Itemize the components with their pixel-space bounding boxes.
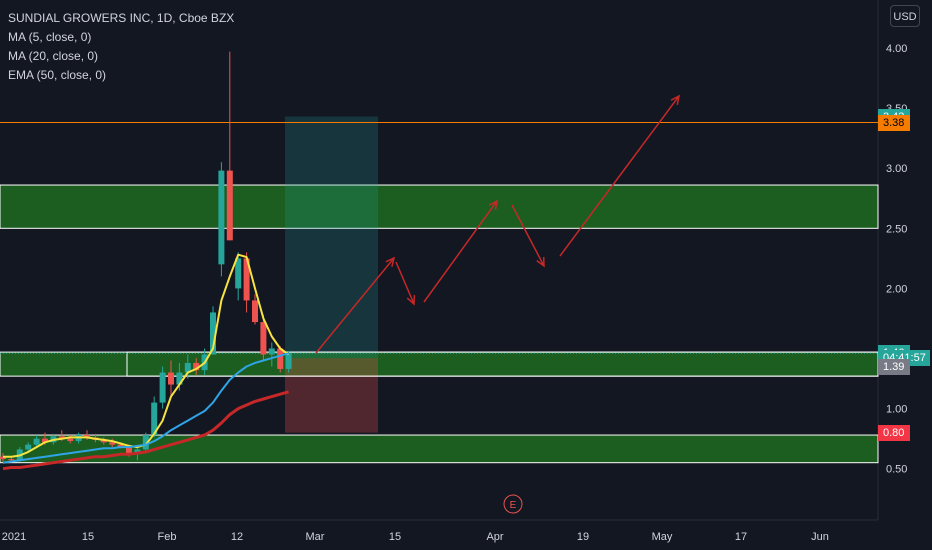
candle-body[interactable] [67, 438, 74, 442]
candle-body[interactable] [193, 362, 200, 371]
moving-average-line[interactable] [2, 352, 289, 464]
candle-body[interactable] [218, 170, 225, 265]
candle-body[interactable] [58, 436, 65, 439]
projection-arrow-head [385, 256, 396, 267]
projection-arrow-head [488, 199, 499, 210]
candle-body[interactable] [126, 447, 132, 455]
candle-body[interactable] [42, 438, 48, 443]
x-tick-label: 2021 [2, 531, 26, 543]
candle-body[interactable] [25, 444, 32, 450]
legend-ma5[interactable]: MA (5, close, 0) [8, 30, 92, 44]
y-tick-label: 0.50 [886, 464, 907, 476]
y-tick-label: 3.00 [886, 163, 907, 175]
legend-ema50[interactable]: EMA (50, close, 0) [8, 68, 107, 82]
candle-body[interactable] [243, 258, 250, 301]
projection-arrow[interactable] [423, 200, 498, 303]
projection-arrow[interactable] [315, 257, 395, 354]
x-tick-label: Jun [811, 531, 829, 543]
x-tick-label: 15 [389, 531, 401, 543]
candle-body[interactable] [84, 435, 90, 438]
support-resistance-zone[interactable] [0, 184, 879, 229]
y-tick-label: 1.00 [886, 404, 907, 416]
y-tick-label: 2.50 [886, 223, 907, 235]
price-axis-tag: 0.80 [878, 424, 910, 441]
x-tick-label: May [652, 531, 673, 543]
candle-body[interactable] [151, 402, 158, 436]
candle-body[interactable] [33, 438, 40, 445]
chart-legend: SUNDIAL GROWERS INC, 1D, Cboe BZX MA (5,… [8, 9, 234, 85]
y-tick-label: 4.00 [886, 43, 907, 55]
earnings-marker-label: E [510, 500, 517, 511]
candle-body[interactable] [168, 372, 174, 385]
projection-arrow[interactable] [395, 261, 415, 305]
legend-ma20[interactable]: MA (20, close, 0) [8, 49, 99, 63]
candle-body[interactable] [260, 322, 267, 355]
moving-average-line[interactable] [2, 390, 290, 471]
candle-body[interactable] [117, 444, 124, 448]
candle-body[interactable] [159, 372, 166, 403]
candle-body[interactable] [285, 353, 292, 369]
x-tick-label: Feb [158, 531, 177, 543]
candle-body[interactable] [100, 439, 107, 443]
earnings-marker[interactable] [503, 494, 523, 514]
x-tick-label: Mar [306, 531, 325, 543]
position-profit-area[interactable] [285, 116, 378, 359]
candle-body[interactable] [226, 170, 233, 241]
projection-arrow[interactable] [511, 204, 545, 267]
x-tick-label: Apr [486, 531, 503, 543]
currency-button[interactable]: USD [890, 5, 920, 27]
candle-body[interactable] [252, 300, 258, 323]
x-tick-label: 19 [577, 531, 589, 543]
price-axis-tag: 3.38 [878, 114, 910, 131]
position-loss-area[interactable] [285, 358, 378, 433]
price-axis-tag: 1.39 [878, 358, 910, 375]
candle-body[interactable] [8, 459, 15, 461]
candle-body[interactable] [0, 456, 6, 460]
candle-body[interactable] [277, 348, 284, 369]
projection-arrow-head [406, 294, 416, 306]
candle-body[interactable] [235, 258, 242, 289]
projection-arrow-head [670, 94, 681, 105]
x-tick-label: 17 [735, 531, 747, 543]
support-resistance-zone[interactable] [0, 351, 879, 377]
y-tick-label: 2.00 [886, 283, 907, 295]
candle-body[interactable] [142, 435, 149, 450]
candle-body[interactable] [176, 372, 183, 385]
x-tick-label: 15 [82, 531, 94, 543]
candle-body[interactable] [210, 312, 216, 355]
candle-body[interactable] [109, 442, 116, 445]
projection-arrow[interactable] [559, 95, 680, 257]
projection-arrow-head [536, 256, 545, 268]
legend-title[interactable]: SUNDIAL GROWERS INC, 1D, Cboe BZX [8, 11, 235, 25]
candle-body[interactable] [184, 362, 191, 373]
x-tick-label: 12 [231, 531, 243, 543]
candle-body[interactable] [268, 348, 275, 355]
